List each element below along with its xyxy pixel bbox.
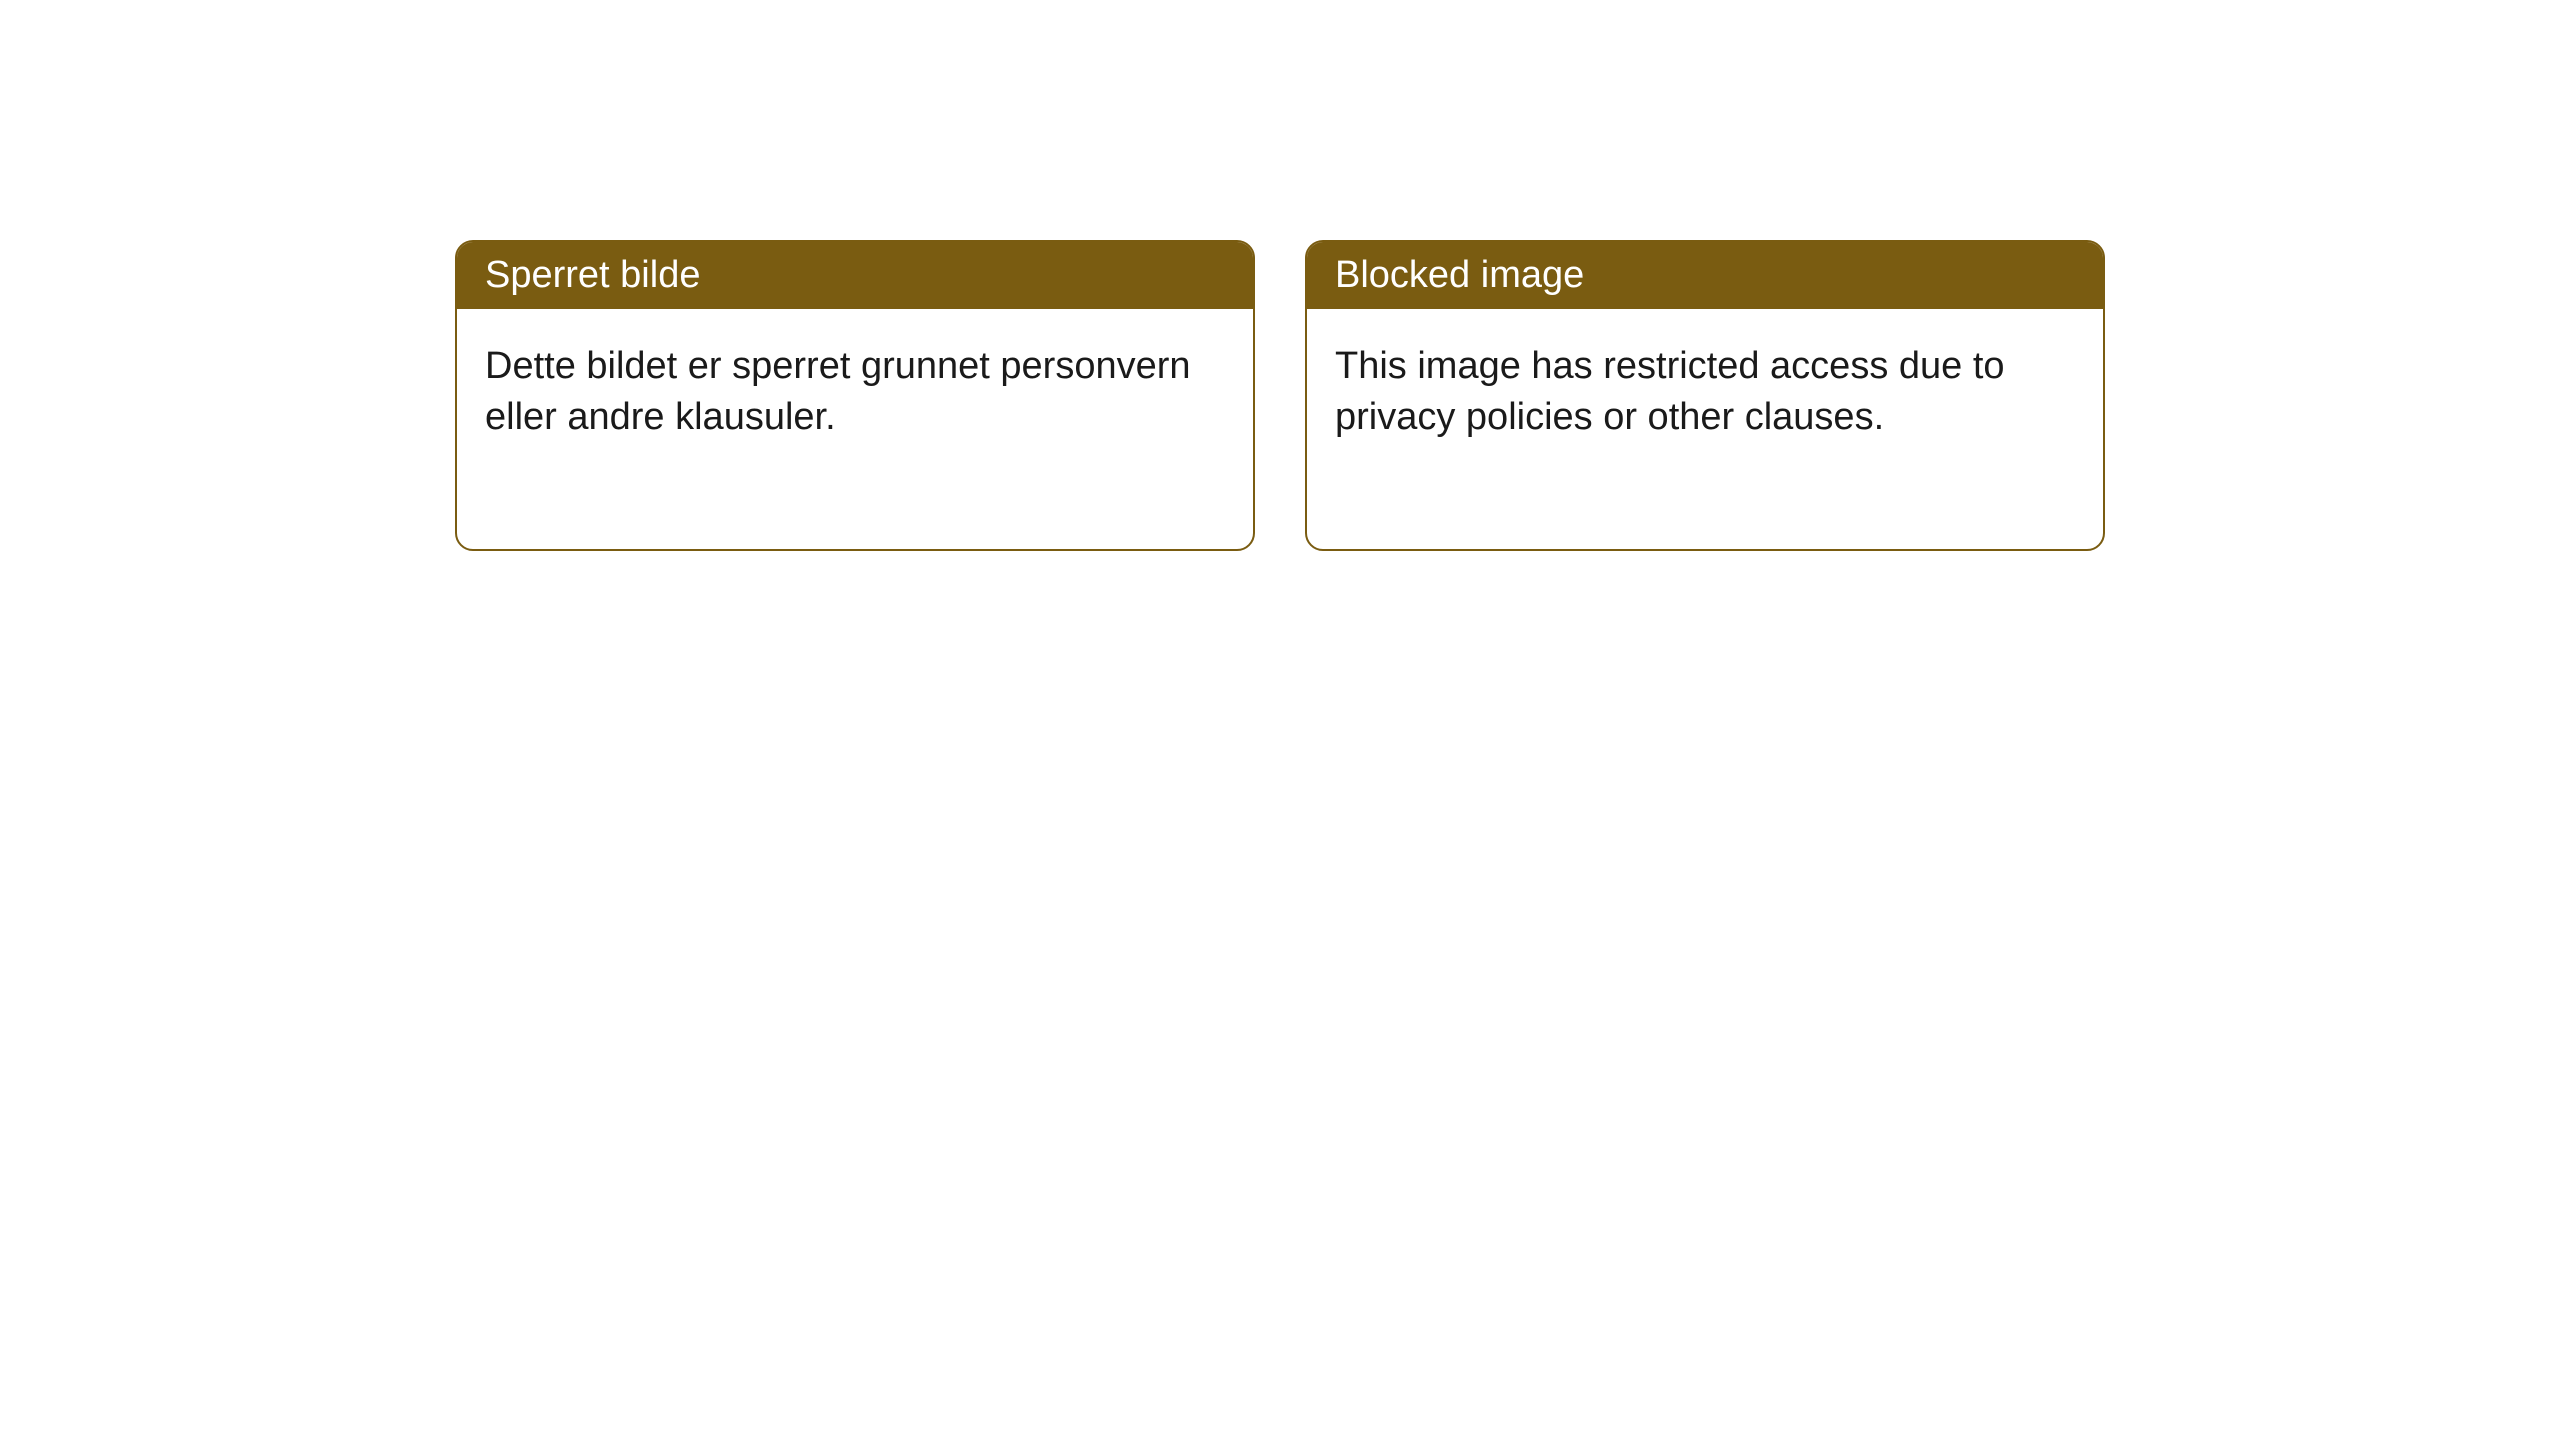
blocked-image-cards: Sperret bilde Dette bildet er sperret gr… [455, 240, 2105, 551]
blocked-image-card-norwegian: Sperret bilde Dette bildet er sperret gr… [455, 240, 1255, 551]
card-body: This image has restricted access due to … [1307, 309, 2103, 549]
card-header: Blocked image [1307, 242, 2103, 309]
card-header: Sperret bilde [457, 242, 1253, 309]
card-body: Dette bildet er sperret grunnet personve… [457, 309, 1253, 549]
blocked-image-card-english: Blocked image This image has restricted … [1305, 240, 2105, 551]
